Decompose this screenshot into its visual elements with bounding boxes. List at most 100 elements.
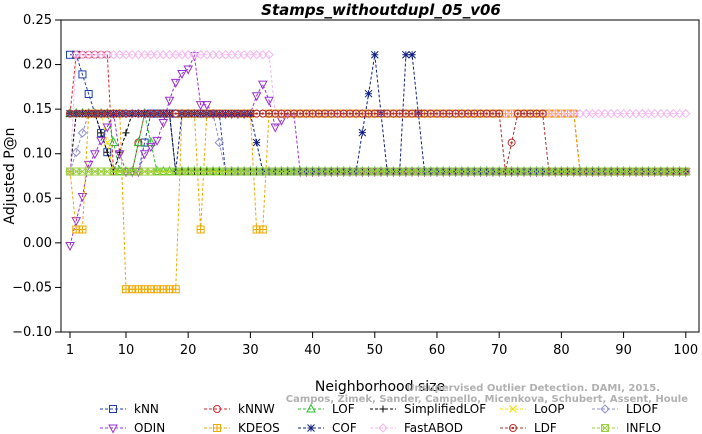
data-point: [221, 167, 230, 176]
data-point: [140, 167, 149, 176]
data-point: [108, 137, 119, 147]
data-point: [71, 147, 81, 157]
data-point: [109, 109, 118, 118]
data-point: [78, 109, 87, 118]
data-point: [171, 167, 180, 176]
x-tick-label: 30: [242, 343, 259, 358]
data-point: [538, 109, 547, 118]
legend-label: kNNW: [238, 402, 275, 416]
legend-marker: [509, 405, 517, 413]
data-point: [246, 109, 255, 118]
data-point: [668, 108, 679, 119]
data-point: [177, 69, 187, 80]
y-tick-label: 0.10: [23, 147, 52, 162]
series-line: [69, 113, 686, 290]
data-point: [526, 109, 535, 118]
data-point: [140, 109, 149, 118]
data-point: [488, 109, 497, 118]
data-point: [495, 109, 504, 118]
data-point: [520, 109, 529, 118]
plot-area: [65, 50, 691, 294]
data-point: [84, 89, 93, 98]
series-line: [70, 113, 686, 172]
x-tick-label: 60: [429, 343, 446, 358]
data-point: [308, 109, 317, 118]
data-point: [134, 109, 143, 118]
data-point: [196, 109, 205, 118]
data-point: [221, 109, 230, 118]
data-point: [302, 109, 311, 118]
data-point: [196, 167, 205, 176]
data-point: [321, 167, 330, 176]
data-point: [177, 50, 187, 60]
legend-label: LoOP: [534, 402, 565, 416]
data-point: [426, 167, 435, 176]
y-tick-label: 0.00: [23, 236, 52, 251]
data-point: [420, 109, 429, 118]
data-point: [114, 150, 125, 160]
data-point: [128, 167, 137, 176]
data-point: [674, 108, 685, 119]
data-point: [96, 136, 106, 146]
data-point: [532, 109, 541, 118]
data-point: [165, 167, 174, 176]
legend-item-simplifiedlof: SimplifiedLOF: [370, 402, 486, 416]
data-point: [146, 143, 156, 153]
data-point: [158, 50, 169, 60]
data-point: [239, 50, 249, 60]
legend-label: KDEOS: [238, 421, 280, 434]
data-point: [556, 108, 567, 119]
data-point: [152, 136, 162, 146]
legend-item-cof: COF: [298, 421, 357, 434]
data-point: [121, 167, 130, 176]
data-point: [97, 167, 106, 176]
data-point: [402, 50, 410, 59]
data-point: [258, 50, 268, 60]
legend-item-inflo: INFLO: [592, 421, 661, 434]
data-point: [594, 167, 603, 176]
data-point: [277, 109, 286, 118]
data-point: [97, 129, 105, 137]
data-point: [252, 167, 261, 176]
x-tick-label: 1: [66, 343, 74, 358]
data-point: [296, 109, 305, 118]
data-point: [314, 109, 323, 118]
data-point: [358, 128, 367, 137]
data-point: [283, 167, 292, 176]
legend-marker: [109, 405, 117, 413]
data-point: [96, 50, 106, 60]
legend-item-knnw: kNNW: [204, 402, 275, 416]
data-point: [643, 108, 654, 119]
data-point: [152, 50, 162, 60]
data-point: [227, 167, 236, 176]
data-point: [445, 109, 454, 118]
data-point: [66, 50, 74, 59]
data-point: [587, 108, 598, 119]
legend-marker: [509, 424, 517, 432]
data-point: [513, 109, 522, 118]
data-point: [569, 167, 578, 176]
data-point: [233, 109, 242, 118]
data-point: [134, 167, 143, 176]
data-point: [333, 167, 342, 176]
y-tick-label: 0.20: [23, 58, 52, 73]
data-point: [72, 167, 81, 176]
data-point: [562, 108, 573, 119]
data-point: [327, 167, 336, 176]
data-point: [613, 167, 622, 176]
data-point: [165, 109, 174, 118]
data-point: [408, 167, 417, 176]
data-point: [426, 109, 435, 118]
data-point: [153, 167, 162, 176]
data-point: [370, 167, 379, 176]
data-point: [619, 167, 628, 176]
data-point: [582, 167, 591, 176]
data-point: [128, 109, 137, 118]
data-point: [71, 217, 82, 227]
data-point: [345, 109, 354, 118]
data-point: [649, 108, 660, 119]
data-point: [600, 108, 610, 119]
data-point: [133, 50, 144, 60]
data-point: [103, 167, 112, 176]
data-point: [171, 109, 180, 118]
